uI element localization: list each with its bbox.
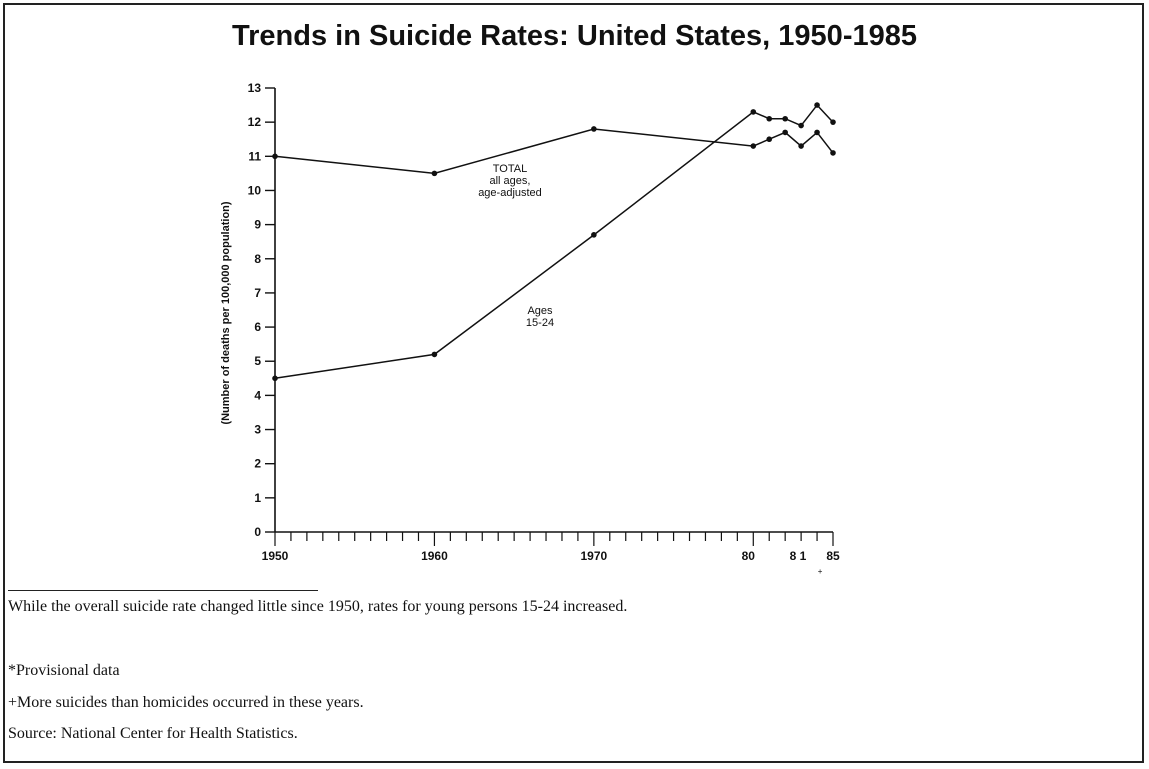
x-tick-label: 1960 bbox=[421, 549, 448, 563]
x-footnote-marker: + bbox=[818, 567, 823, 576]
y-tick-label: 5 bbox=[254, 354, 261, 368]
data-point-1 bbox=[830, 119, 836, 125]
series-label-youth-line-2: 15-24 bbox=[525, 317, 555, 329]
data-point-1 bbox=[591, 232, 597, 238]
y-tick-label: 8 bbox=[254, 252, 261, 266]
series-label-total-line-2: all ages, bbox=[489, 175, 531, 187]
plus-note: +More suicides than homicides occurred i… bbox=[8, 694, 364, 711]
y-tick-label: 13 bbox=[248, 81, 262, 95]
data-point-0 bbox=[798, 143, 804, 149]
x-tick-label: 85 bbox=[826, 549, 840, 563]
y-tick-label: 0 bbox=[254, 525, 261, 539]
x-tick-label: 80 bbox=[742, 549, 756, 563]
y-tick-label: 11 bbox=[248, 149, 261, 163]
caption-text: While the overall suicide rate changed l… bbox=[8, 598, 628, 615]
series-label-total-line-1: TOTAL bbox=[492, 163, 528, 175]
data-point-0 bbox=[766, 136, 773, 143]
y-tick-label: 7 bbox=[254, 286, 261, 300]
y-tick-label: 12 bbox=[248, 115, 262, 129]
x-tick-label: 1970 bbox=[581, 549, 608, 563]
caption-rule bbox=[8, 590, 318, 591]
series-label-youth-line-1: Ages bbox=[527, 305, 553, 317]
series-label-total: TOTAL all ages, age-adjusted bbox=[455, 163, 565, 199]
data-point-0 bbox=[272, 153, 278, 160]
data-point-0 bbox=[750, 143, 757, 149]
y-tick-label: 1 bbox=[254, 491, 261, 505]
data-point-0 bbox=[830, 150, 836, 156]
series-label-ages-15-24: Ages 15-24 bbox=[510, 305, 570, 329]
source-note: Source: National Center for Health Stati… bbox=[8, 725, 298, 742]
data-point-1 bbox=[782, 115, 788, 122]
data-point-0 bbox=[591, 126, 597, 132]
chart-title: Trends in Suicide Rates: United States, … bbox=[232, 20, 917, 52]
y-tick-label: 2 bbox=[254, 457, 261, 471]
data-point-0 bbox=[814, 129, 820, 136]
y-axis-label: (Number of deaths per 100,000 population… bbox=[220, 201, 232, 425]
y-tick-label: 3 bbox=[254, 423, 261, 437]
data-point-0 bbox=[431, 170, 438, 177]
y-tick-label: 4 bbox=[254, 388, 261, 402]
data-point-1 bbox=[814, 102, 820, 108]
data-point-0 bbox=[782, 129, 788, 136]
chart-frame bbox=[3, 3, 1144, 763]
series-label-total-line-3: age-adjusted bbox=[478, 187, 542, 199]
y-tick-label: 9 bbox=[254, 218, 261, 232]
data-point-1 bbox=[798, 122, 804, 129]
data-point-1 bbox=[750, 109, 757, 115]
data-point-1 bbox=[431, 351, 438, 358]
data-point-1 bbox=[766, 115, 773, 122]
data-point-1 bbox=[272, 375, 278, 382]
x-tick-label: 1950 bbox=[262, 549, 289, 563]
y-tick-label: 6 bbox=[254, 320, 261, 334]
x-marker-label: 8 1 bbox=[790, 549, 807, 563]
provisional-note: *Provisional data bbox=[8, 662, 120, 679]
y-tick-label: 10 bbox=[248, 183, 262, 197]
